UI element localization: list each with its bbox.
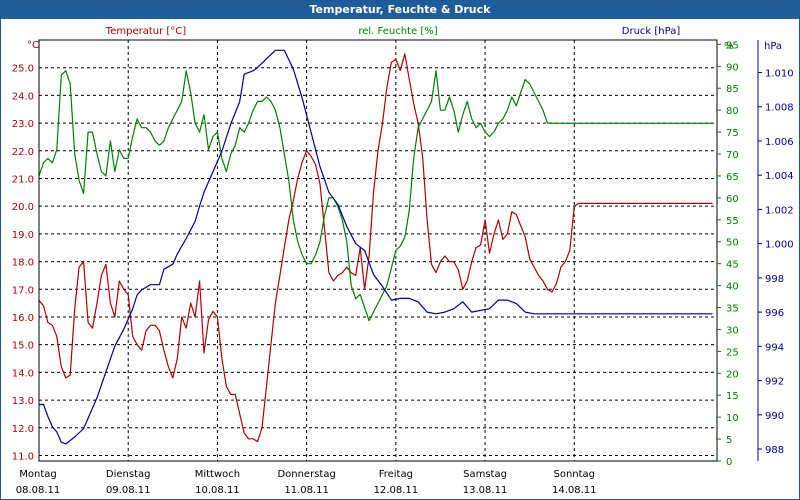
plot-frame (38, 39, 718, 462)
pressure-tick-label: 998 (765, 274, 784, 285)
temperature-tick-label: 15.0 (12, 341, 34, 352)
humidity-tick-label: 50 (726, 238, 739, 249)
temperature-tick-label: 22.0 (12, 147, 34, 158)
x-day-label: Samstag (463, 469, 507, 480)
pressure-tick-label: 1.006 (765, 137, 794, 148)
temperature-tick-label: 21.0 (12, 174, 34, 185)
humidity-tick-label: 95 (726, 40, 739, 51)
x-day-label: Donnerstag (277, 469, 335, 480)
x-date-label: 12.08.11 (374, 485, 419, 496)
pressure-tick-label: 996 (765, 308, 784, 319)
pressure-tick-label: 994 (765, 342, 784, 353)
x-day-label: Freitag (379, 469, 413, 480)
pressure-tick-label: 992 (765, 377, 784, 388)
pressure-tick-label: 1.004 (765, 171, 794, 182)
tick-layer: 11.0 12.0 13.0 14.0 15.0 16.0 17.0 18.0 19.0 20.0… (12, 40, 794, 496)
x-day-label: Sonntag (553, 469, 595, 480)
temperature-unit-label: °C (27, 40, 39, 51)
temperature-tick-label: 11.0 (12, 451, 34, 462)
humidity-tick-label: 35 (726, 304, 739, 315)
humidity-tick-label: 70 (726, 150, 739, 161)
pressure-tick-label: 1.000 (765, 240, 794, 251)
x-date-label: 09.08.11 (106, 485, 151, 496)
pressure-series-line (39, 49, 713, 445)
humidity-tick-label: 0 (726, 457, 732, 468)
humidity-tick-label: 15 (726, 391, 739, 402)
humidity-tick-label: 5 (726, 435, 732, 446)
x-date-label: 08.08.11 (16, 485, 61, 496)
x-date-label: 11.08.11 (284, 485, 329, 496)
temperature-tick-label: 23.0 (12, 119, 34, 130)
humidity-tick-label: 65 (726, 172, 739, 183)
humidity-tick-label: 25 (726, 347, 739, 358)
gridlines (39, 40, 717, 461)
humidity-axis-label: rel. Feuchte [%] (358, 26, 437, 37)
humidity-tick-label: 60 (726, 194, 739, 205)
temperature-tick-label: 13.0 (12, 396, 34, 407)
humidity-series-line (38, 70, 713, 322)
humidity-tick-label: 90 (726, 62, 739, 73)
temperature-tick-label: 24.0 (12, 91, 34, 102)
pressure-tick-label: 990 (765, 411, 784, 422)
pressure-tick-label: 1.010 (765, 69, 794, 80)
humidity-tick-label: 45 (726, 260, 739, 271)
temperature-tick-label: 12.0 (12, 424, 34, 435)
x-day-label: Montag (19, 469, 56, 480)
x-date-label: 13.08.11 (463, 485, 508, 496)
humidity-tick-label: 20 (726, 369, 739, 380)
temperature-tick-label: 18.0 (12, 258, 34, 269)
pressure-tick-label: 988 (765, 445, 784, 456)
humidity-tick-label: 55 (726, 216, 739, 227)
x-day-label: Dienstag (106, 469, 151, 480)
x-day-label: Mittwoch (195, 469, 240, 480)
temperature-tick-label: 25.0 (12, 64, 34, 75)
window-title: Temperatur, Feuchte & Druck (1, 1, 799, 19)
pressure-axis-label: Druck [hPa] (622, 26, 681, 37)
humidity-tick-label: 10 (726, 413, 739, 424)
humidity-tick-label: 40 (726, 282, 739, 293)
x-date-label: 10.08.11 (195, 485, 240, 496)
series-layer (38, 49, 713, 445)
humidity-tick-label: 80 (726, 106, 739, 117)
pressure-unit-label: hPa (764, 41, 782, 52)
temperature-axis-label: Temperatur [°C] (105, 26, 186, 37)
humidity-tick-label: 75 (726, 128, 739, 139)
humidity-unit-label: % (724, 41, 734, 52)
temperature-tick-label: 17.0 (12, 285, 34, 296)
x-date-label: 14.08.11 (552, 485, 597, 496)
temperature-tick-label: 19.0 (12, 230, 34, 241)
pressure-tick-label: 1.008 (765, 103, 794, 114)
temperature-tick-label: 20.0 (12, 202, 34, 213)
humidity-tick-label: 30 (726, 325, 739, 336)
humidity-tick-label: 85 (726, 84, 739, 95)
pressure-tick-label: 1.002 (765, 205, 794, 216)
temperature-tick-label: 14.0 (12, 368, 34, 379)
temperature-series-line (38, 53, 713, 443)
temperature-tick-label: 16.0 (12, 313, 34, 324)
